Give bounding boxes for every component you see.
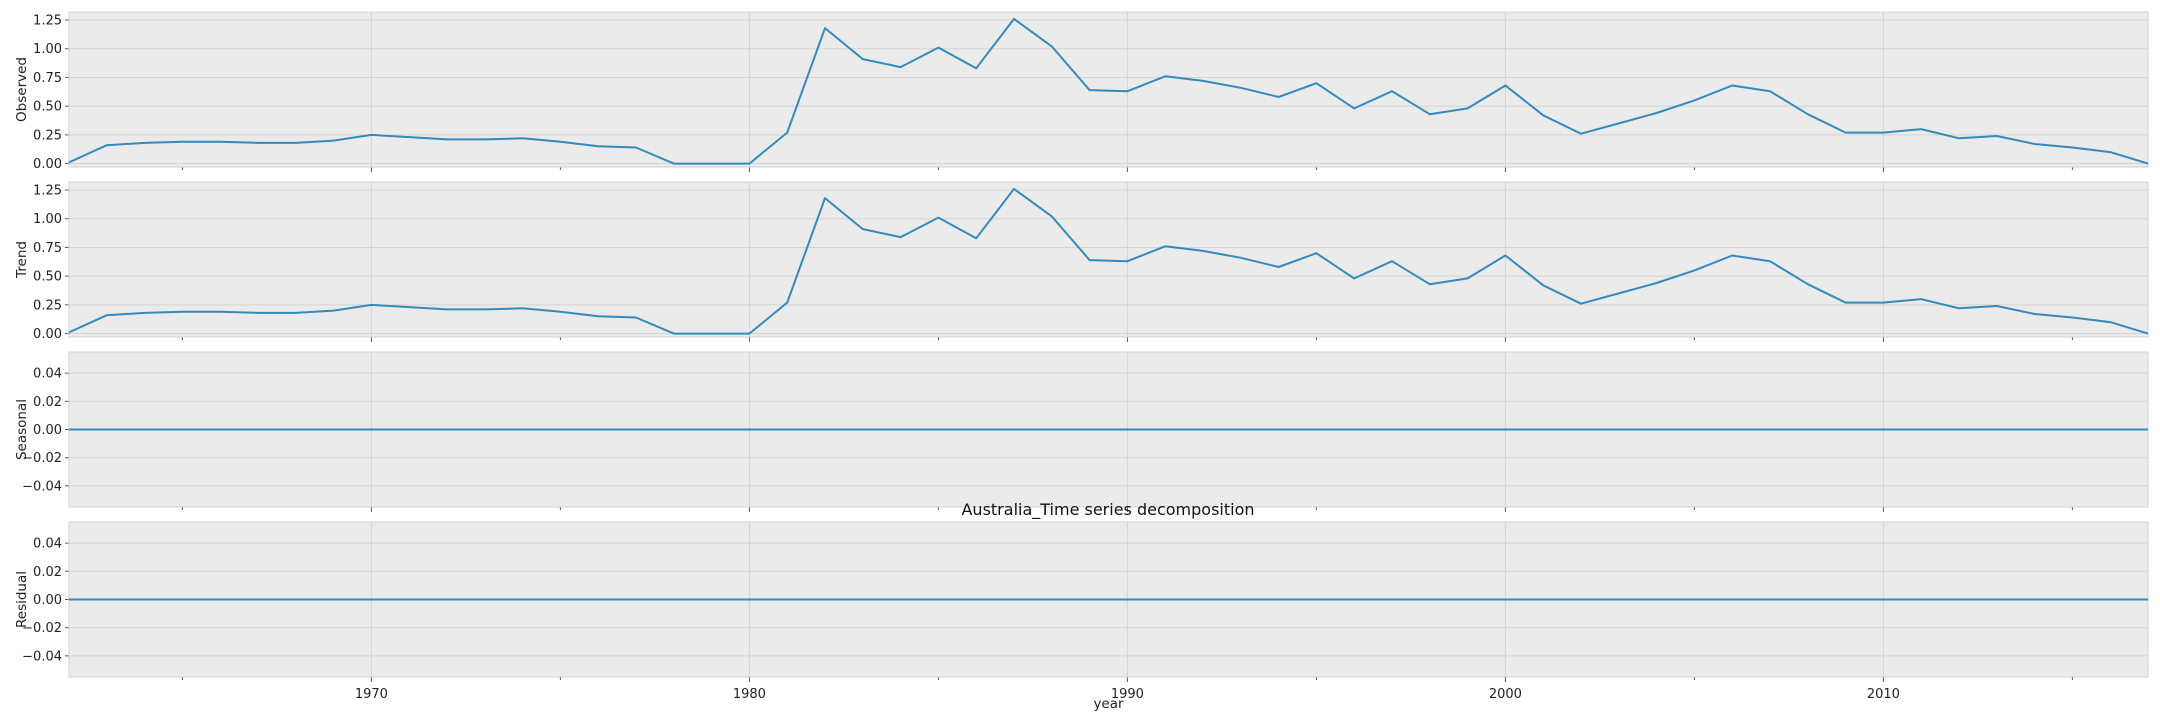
x-tick-label: 2010	[1867, 687, 1900, 702]
y-tick-label: 0.04	[33, 537, 62, 552]
y-tick-label: 1.00	[33, 42, 62, 57]
y-tick-label: 1.25	[33, 184, 62, 199]
y-tick-label: 0.04	[33, 367, 62, 382]
y-tick-label: 0.75	[33, 241, 62, 256]
panel-seasonal: 0.04 0.02 0.00 −0.02 −0.04 Seasonal	[14, 351, 2149, 512]
series-line-trend	[68, 187, 2149, 335]
y-tick-label: 0.50	[33, 100, 62, 115]
panel-background	[69, 182, 2148, 337]
y-tick-label: 0.00	[33, 157, 62, 172]
panel-frame	[68, 181, 2149, 338]
y-tick-label: 1.00	[33, 212, 62, 227]
y-tick-label: 0.02	[33, 395, 62, 410]
y-tick-label: 0.25	[33, 128, 62, 143]
y-axis-label: Observed	[14, 57, 30, 122]
y-tick-label: 1.25	[33, 14, 62, 29]
panel-background	[69, 12, 2148, 167]
y-axis-label: Seasonal	[14, 399, 30, 460]
panels-layer: 0.00 0.25 0.50 0.75 1.00 1.25 Observed 0.00 0.25…	[14, 11, 2149, 702]
y-tick-label: 0.75	[33, 71, 62, 86]
x-tick-label: 1980	[733, 687, 766, 702]
x-tick-label: 2000	[1489, 687, 1522, 702]
y-tick-label: 0.50	[33, 270, 62, 285]
y-tick-label: 0.00	[33, 327, 62, 342]
panel-frame	[68, 11, 2149, 168]
y-tick-label: −0.04	[22, 649, 62, 664]
y-tick-label: 0.02	[33, 565, 62, 580]
y-tick-label: 0.00	[33, 593, 62, 608]
panel-trend: 0.00 0.25 0.50 0.75 1.00 1.25 Trend	[14, 181, 2149, 342]
y-tick-label: −0.04	[22, 479, 62, 494]
y-tick-label: −0.02	[22, 621, 62, 636]
chart-title: Australia_Time series decomposition	[961, 500, 1254, 520]
panel-observed: 0.00 0.25 0.50 0.75 1.00 1.25 Observed	[14, 11, 2149, 172]
y-tick-label: 0.00	[33, 423, 62, 438]
x-tick-label: 1990	[1111, 687, 1144, 702]
y-axis-label: Trend	[14, 241, 30, 279]
y-axis-label: Residual	[14, 571, 30, 628]
series-line-observed	[68, 17, 2149, 165]
x-tick-label: 1970	[355, 687, 388, 702]
panel-residual: 0.04 0.02 0.00 −0.02 −0.04 Residual	[14, 521, 2149, 682]
y-tick-label: 0.25	[33, 298, 62, 313]
y-tick-label: −0.02	[22, 451, 62, 466]
x-axis-label: year	[1093, 696, 1124, 712]
